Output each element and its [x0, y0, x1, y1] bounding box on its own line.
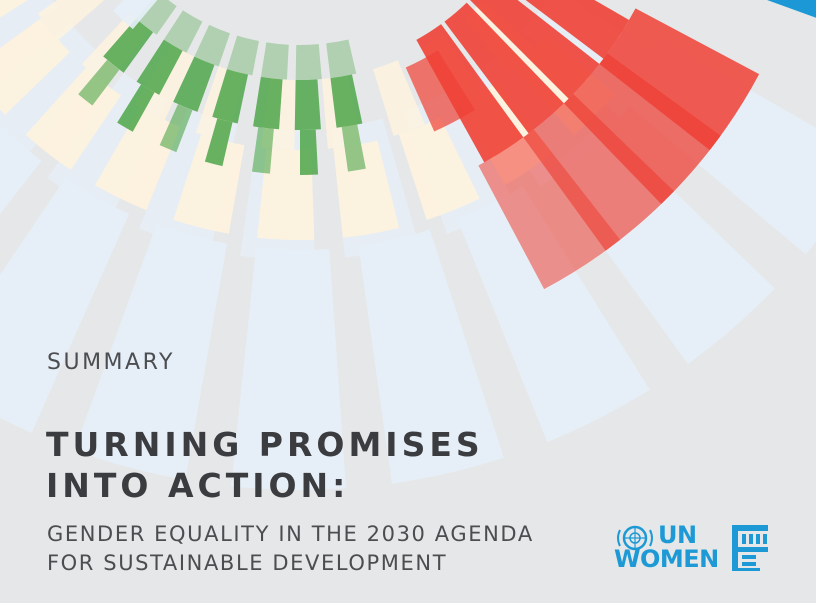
ray-green-faint [295, 44, 322, 80]
ray-pale-yellow [398, 117, 480, 220]
title-line-2: INTO ACTION: [46, 466, 350, 505]
ray-pale-yellow [95, 107, 181, 211]
ray-pale-yellow [173, 134, 245, 234]
un-women-mark-icon [732, 525, 768, 571]
ray-red-outer [523, 93, 675, 251]
ray-green-outer [341, 124, 366, 172]
ray-pale-blue-outer [457, 186, 650, 442]
ray-pale-yellow [0, 0, 28, 18]
ray-red [444, 2, 564, 134]
ray-green [136, 39, 183, 95]
subtitle-line-1: GENDER EQUALITY IN THE 2030 AGENDA [47, 522, 534, 546]
ray-green-faint [163, 10, 203, 53]
ray-red [470, 0, 600, 99]
ray-green-outer [117, 84, 155, 132]
ray-pale-blue-outer [358, 229, 504, 484]
ray-pale-yellow-inner [37, 0, 105, 40]
ray-green-faint [194, 24, 231, 67]
ray-pale-yellow [0, 18, 70, 115]
ray-red [416, 24, 524, 163]
ray-green [173, 56, 215, 112]
un-emblem-icon [617, 525, 653, 551]
ray-green [212, 69, 249, 124]
ray-green [294, 79, 321, 130]
ray-green-faint [260, 42, 289, 80]
ray-green-outer [159, 104, 193, 153]
document-label: SUMMARY [47, 350, 175, 375]
ray-green [253, 76, 283, 130]
ray-red-outer [563, 53, 721, 205]
ray-green [103, 18, 154, 73]
ray-green [330, 74, 363, 128]
logo-text-un: UN [658, 521, 697, 549]
subtitle-line-2: FOR SUSTAINABLE DEVELOPMENT [47, 551, 448, 575]
ray-pale-blue-outer [231, 247, 347, 491]
ray-blue [767, 0, 816, 18]
ray-pale-blue-outer [0, 178, 130, 433]
ray-green-outer [300, 129, 319, 175]
ray-pale-blue-inner [0, 22, 108, 160]
document-subtitle: GENDER EQUALITY IN THE 2030 AGENDA FOR S… [47, 520, 534, 578]
ray-red-outer [478, 129, 621, 290]
ray-green-outer [204, 118, 233, 167]
ray-green-faint [226, 35, 259, 76]
document-title: TURNING PROMISES INTO ACTION: [46, 424, 484, 506]
title-line-1: TURNING PROMISES [46, 425, 484, 464]
ray-green-faint [326, 39, 357, 79]
ray-pale-blue-upper [103, 0, 105, 1]
ray-green-outer [251, 127, 274, 174]
un-women-logo: UN WOMEN [614, 521, 774, 575]
ray-pale-blue-upper [112, 0, 158, 30]
ray-pale-yellow-inner [373, 60, 426, 137]
ray-red-outer [599, 8, 760, 151]
ray-red-small [405, 50, 475, 132]
ray-pale-blue-outer [74, 224, 228, 480]
ray-green-outer [78, 59, 120, 106]
logo-text-women: WOMEN [614, 545, 719, 573]
ray-red [525, 0, 630, 59]
